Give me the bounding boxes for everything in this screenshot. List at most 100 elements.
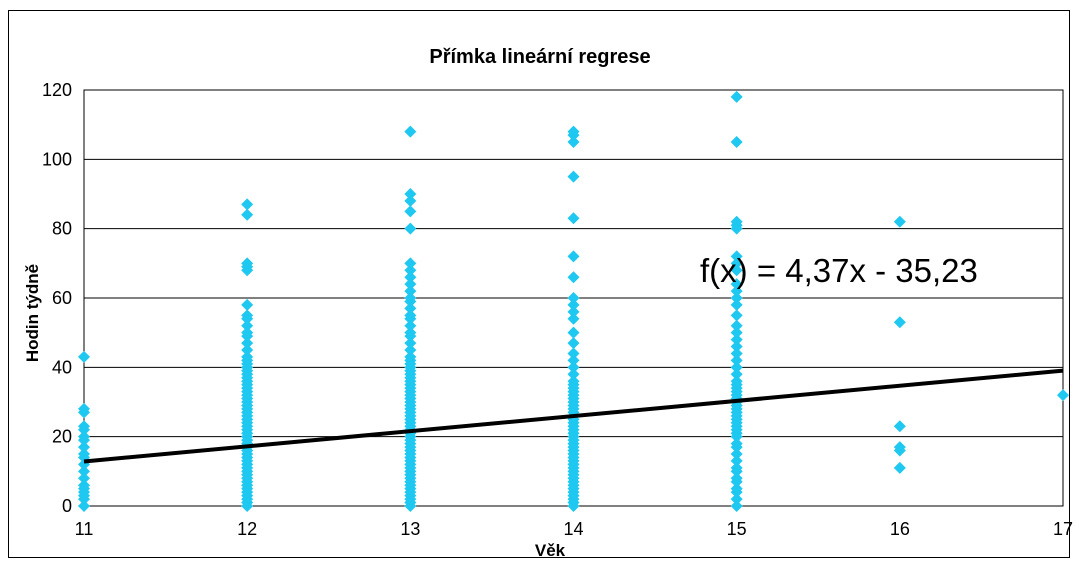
data-point bbox=[730, 368, 743, 381]
data-point bbox=[78, 500, 90, 512]
data-point bbox=[404, 285, 417, 298]
data-point bbox=[404, 309, 417, 322]
data-point bbox=[78, 465, 90, 478]
chart-frame bbox=[8, 10, 1070, 558]
data-point bbox=[404, 319, 417, 332]
data-point bbox=[730, 298, 743, 311]
data-point bbox=[567, 347, 580, 360]
data-point bbox=[893, 461, 906, 474]
data-point bbox=[404, 264, 417, 277]
data-point bbox=[730, 472, 743, 485]
y-tick-label: 120 bbox=[42, 80, 72, 100]
chart-title: Přímka lineární regrese bbox=[429, 46, 650, 68]
data-point bbox=[404, 278, 417, 291]
regression-equation: f(x) = 4,37x - 35,23 bbox=[700, 252, 978, 289]
x-tick-label: 17 bbox=[1053, 519, 1073, 539]
data-point bbox=[730, 448, 743, 460]
data-point bbox=[567, 125, 580, 138]
data-point bbox=[78, 420, 90, 433]
y-tick-label: 20 bbox=[52, 427, 72, 447]
data-point bbox=[893, 316, 906, 329]
data-point bbox=[567, 337, 580, 350]
data-point bbox=[730, 250, 743, 263]
data-point bbox=[404, 292, 417, 304]
data-point bbox=[78, 430, 90, 443]
data-point bbox=[241, 319, 254, 332]
data-point bbox=[241, 326, 254, 339]
data-point bbox=[404, 302, 417, 315]
data-point bbox=[241, 337, 254, 350]
data-point bbox=[730, 482, 743, 495]
data-point bbox=[241, 257, 254, 270]
data-point bbox=[78, 402, 90, 415]
data-point bbox=[730, 292, 743, 304]
data-point bbox=[404, 222, 417, 235]
data-point bbox=[730, 340, 743, 353]
x-tick-label: 16 bbox=[890, 519, 910, 539]
x-tick-label: 15 bbox=[727, 519, 747, 539]
data-point bbox=[730, 90, 743, 103]
y-tick-label: 100 bbox=[42, 149, 72, 169]
data-point bbox=[567, 375, 580, 388]
data-point bbox=[730, 347, 743, 360]
data-point bbox=[567, 312, 580, 325]
data-point bbox=[567, 136, 580, 148]
data-point bbox=[730, 493, 743, 506]
data-point bbox=[730, 461, 743, 474]
data-point bbox=[567, 368, 580, 381]
x-axis-label: Věk bbox=[535, 541, 566, 560]
data-point bbox=[567, 271, 580, 284]
y-tick-label: 0 bbox=[62, 496, 72, 516]
data-point bbox=[241, 208, 254, 221]
data-point bbox=[893, 215, 906, 228]
data-point bbox=[730, 333, 743, 346]
y-tick-labels: 0 20 40 60 80 100 120 bbox=[42, 80, 72, 516]
data-point bbox=[730, 136, 743, 148]
data-point bbox=[1057, 389, 1069, 402]
data-point bbox=[241, 350, 254, 363]
data-point bbox=[241, 309, 254, 322]
data-point bbox=[730, 361, 743, 374]
data-point bbox=[404, 271, 417, 284]
data-point bbox=[78, 448, 90, 460]
x-tick-label: 14 bbox=[563, 519, 583, 539]
data-point bbox=[404, 257, 417, 270]
data-point bbox=[404, 350, 417, 363]
data-point bbox=[78, 472, 90, 485]
data-point bbox=[404, 337, 417, 350]
data-point bbox=[567, 326, 580, 339]
data-point bbox=[404, 326, 417, 339]
data-point bbox=[567, 170, 580, 183]
data-point bbox=[241, 298, 254, 311]
data-point bbox=[404, 205, 417, 218]
data-point bbox=[404, 125, 417, 138]
data-point bbox=[893, 420, 906, 433]
data-point bbox=[730, 500, 743, 512]
data-point bbox=[567, 354, 580, 367]
data-point bbox=[78, 350, 90, 363]
data-point bbox=[567, 361, 580, 374]
x-tick-label: 11 bbox=[75, 519, 94, 539]
data-point bbox=[730, 437, 743, 450]
data-point bbox=[730, 264, 743, 277]
data-point bbox=[730, 319, 743, 332]
data-points bbox=[78, 90, 1069, 512]
data-point bbox=[730, 309, 743, 322]
y-tick-label: 60 bbox=[52, 288, 72, 308]
y-tick-label: 80 bbox=[52, 219, 72, 239]
data-point bbox=[78, 479, 90, 492]
data-point bbox=[730, 285, 743, 298]
data-point bbox=[78, 441, 90, 454]
regression-line bbox=[83, 368, 1064, 464]
data-point bbox=[730, 215, 743, 228]
data-point bbox=[567, 298, 580, 311]
data-point bbox=[567, 305, 580, 318]
data-point bbox=[404, 344, 417, 356]
data-point bbox=[404, 188, 417, 200]
data-point bbox=[567, 250, 580, 263]
data-point bbox=[730, 375, 743, 388]
x-tick-label: 13 bbox=[400, 519, 420, 539]
data-point bbox=[241, 344, 254, 356]
data-point bbox=[730, 454, 743, 467]
data-point bbox=[730, 257, 743, 270]
